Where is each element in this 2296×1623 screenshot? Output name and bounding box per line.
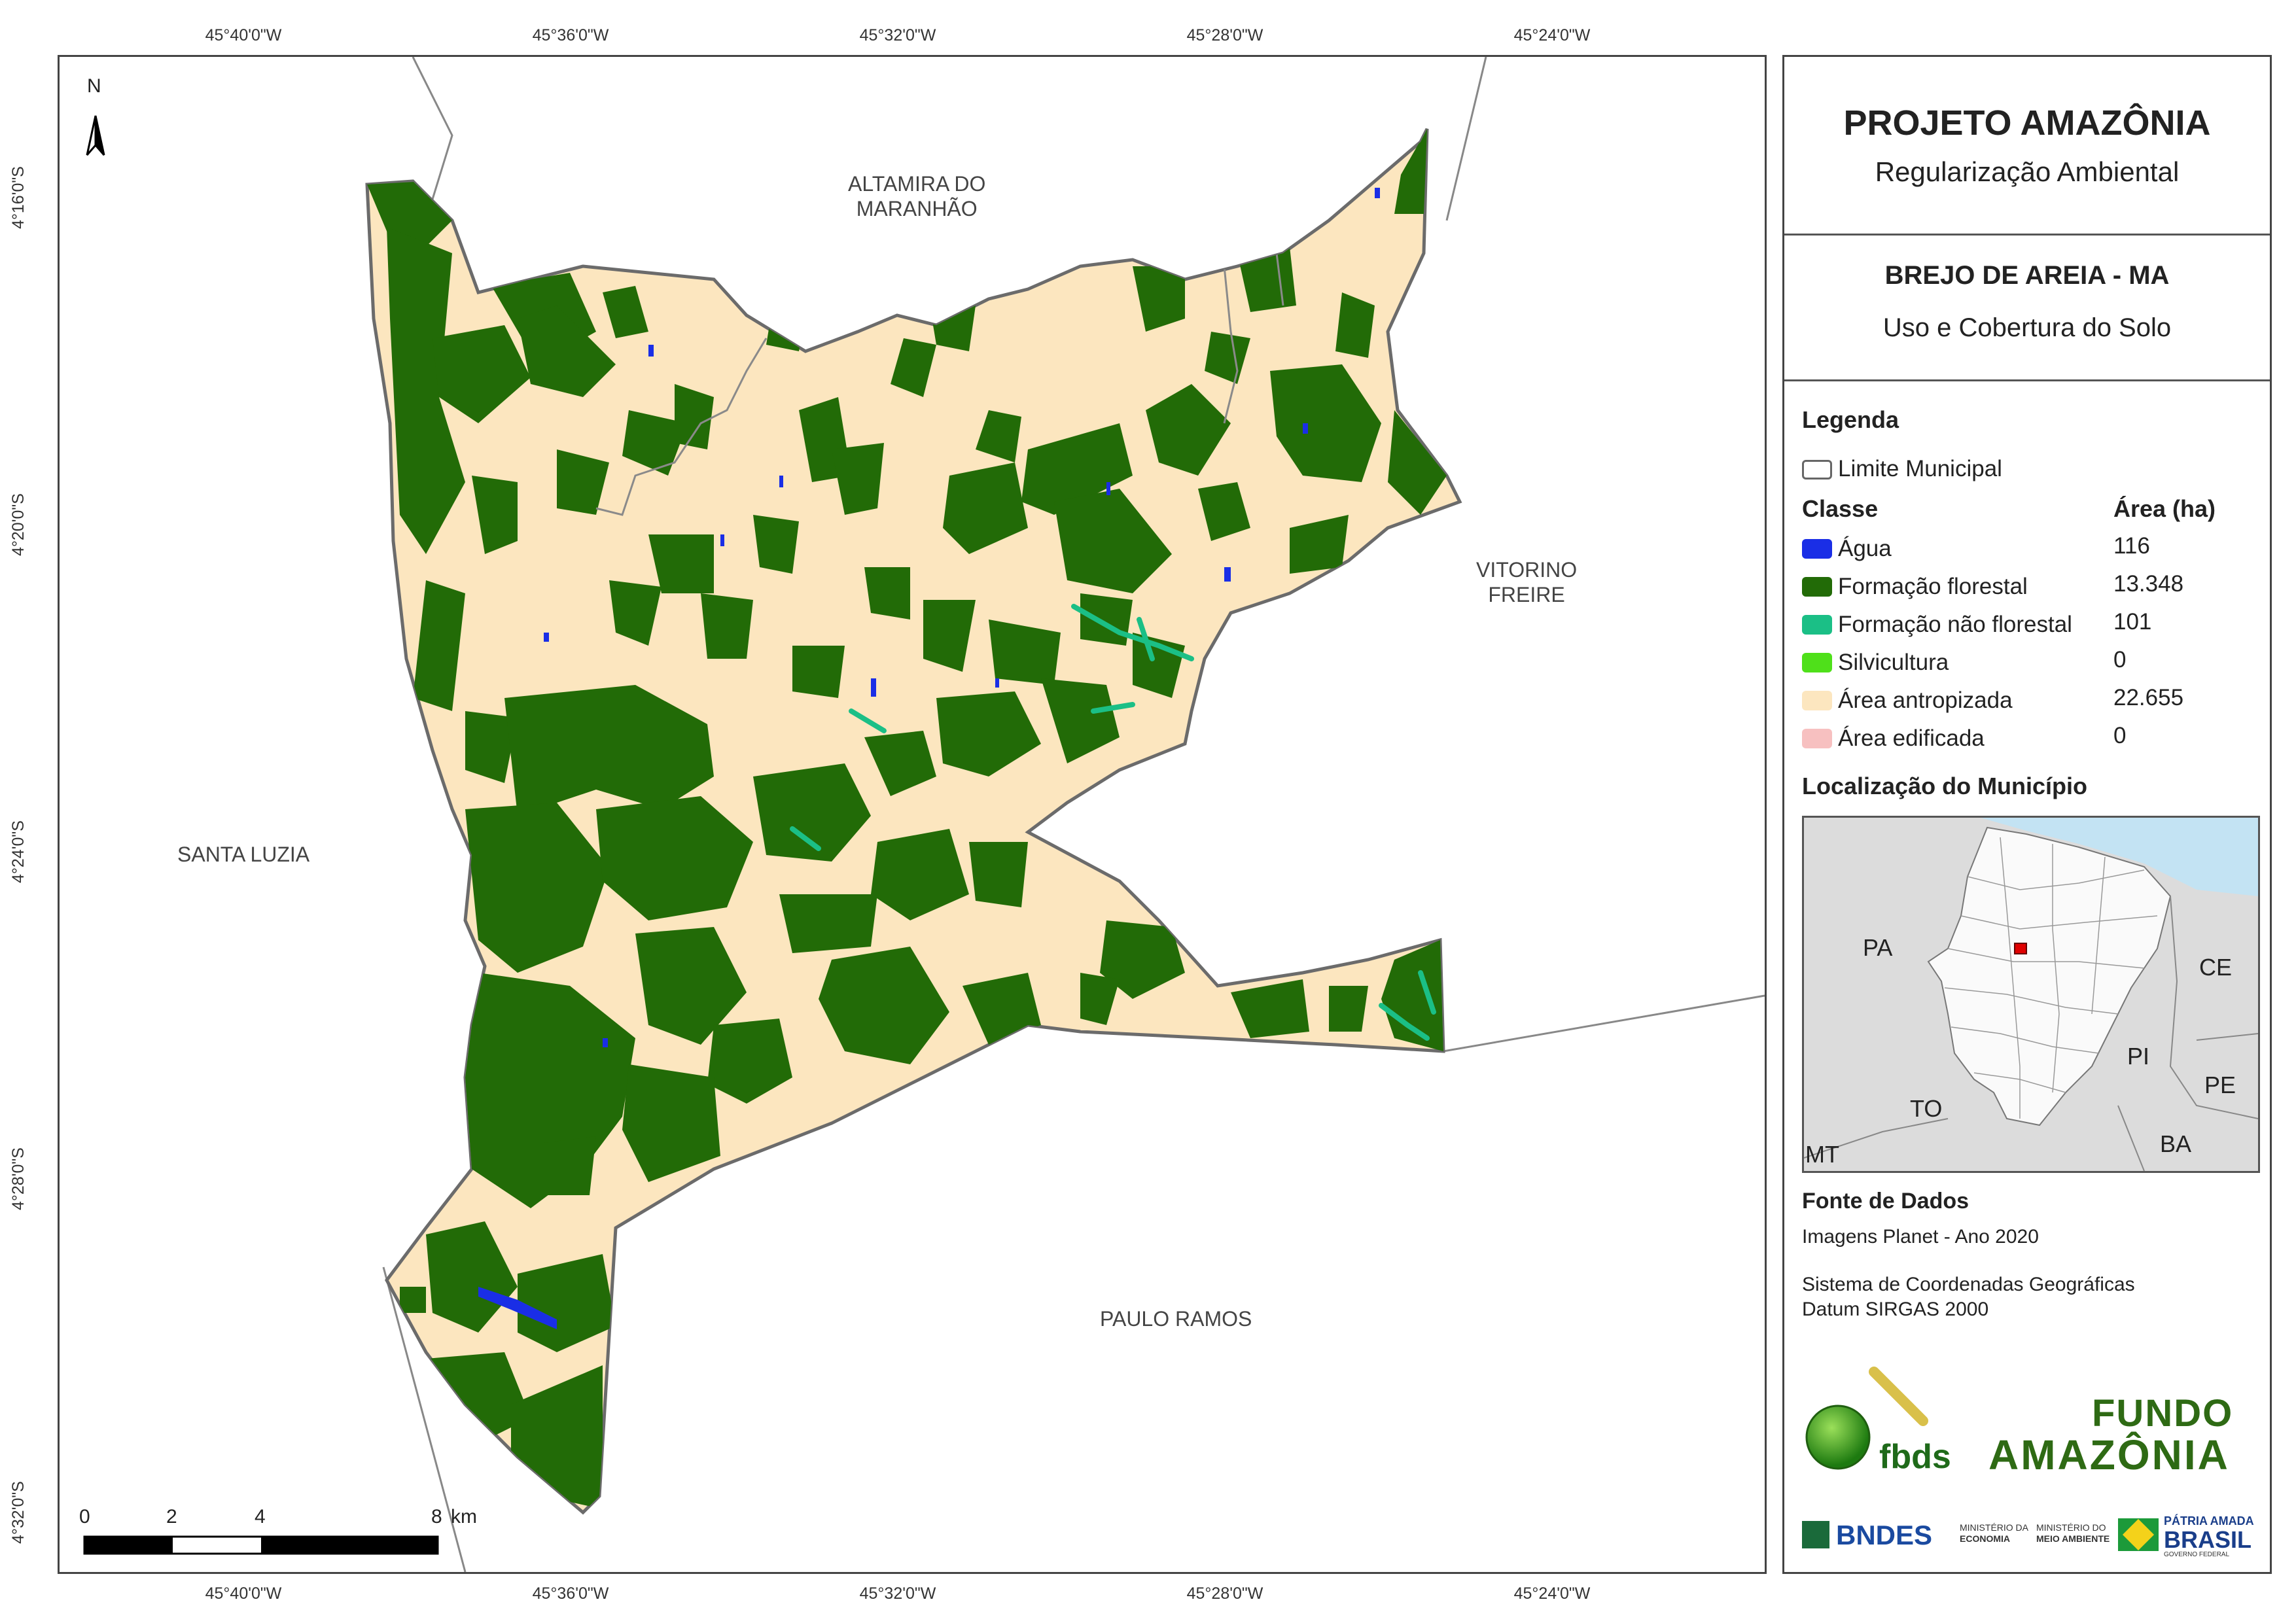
inset-label-mt: MT	[1805, 1141, 1839, 1168]
map-theme: Uso e Cobertura do Solo	[1882, 313, 2172, 342]
scale-label-2: 2	[166, 1506, 177, 1527]
bndes-text: BNDES	[1836, 1520, 1933, 1550]
source-imagery: Imagens Planet - Ano 2020	[1802, 1226, 2039, 1248]
lon-label-bottom-4: 45°28'0"W	[1186, 1584, 1263, 1603]
ministerio-meio-ambiente: MINISTÉRIO DO MEIO AMBIENTE	[2036, 1522, 2110, 1544]
scale-label-8: 8	[431, 1506, 442, 1527]
swatch-area-antropizada	[1802, 691, 1832, 710]
class-area-area-antropizada: 22.655	[2113, 685, 2184, 710]
neighbor-santa-luzia: SANTA LUZIA	[177, 843, 310, 866]
limit-label: Limite Municipal	[1838, 456, 2002, 481]
project-subtitle: Regularização Ambiental	[1875, 156, 2180, 187]
class-area-area-edificada: 0	[2113, 723, 2127, 748]
source-datum: Datum SIRGAS 2000	[1802, 1299, 1989, 1320]
ministerio-economia-line2: ECONOMIA	[1960, 1533, 2010, 1544]
sources-title: Fonte de Dados	[1802, 1189, 1969, 1213]
inset-label-pe: PE	[2204, 1072, 2236, 1098]
legend-panel: PROJETO AMAZÔNIA Regularização Ambiental…	[1782, 55, 2272, 1574]
bndes-logo: BNDES	[1802, 1517, 1946, 1552]
lon-label-top-5: 45°24'0"W	[1513, 26, 1591, 44]
fbds-logo: fbds	[1802, 1365, 1959, 1476]
inset-label-pa: PA	[1863, 934, 1893, 961]
patria-line1: PÁTRIA AMADA	[2164, 1514, 2254, 1527]
lon-label-top-1: 45°40'0"W	[205, 26, 282, 44]
inset-label-ce: CE	[2199, 954, 2233, 981]
inset-label-to: TO	[1910, 1095, 1943, 1122]
scale-label-0: 0	[79, 1506, 90, 1527]
patria-line3: GOVERNO FEDERAL	[2164, 1551, 2230, 1558]
neighbor-vitorino: VITORINO FREIRE	[1476, 558, 1578, 606]
limit-swatch	[1802, 460, 1832, 480]
class-label-area-edificada: Área edificada	[1838, 725, 1985, 751]
ministerio-economia: MINISTÉRIO DA ECONOMIA	[1960, 1522, 2028, 1544]
lon-label-bottom-5: 45°24'0"W	[1513, 1584, 1591, 1603]
swatch-area-edificada	[1802, 729, 1832, 748]
scale-unit: km	[451, 1506, 477, 1527]
fundo-amazonia-logo-line2: AMAZÔNIA	[1988, 1431, 2230, 1478]
patria-line2: BRASIL	[2164, 1526, 2252, 1553]
lon-label-bottom-2: 45°36'0"W	[532, 1584, 609, 1603]
swatch-formacao-florestal	[1802, 577, 1832, 597]
lon-label-top-4: 45°28'0"W	[1186, 26, 1263, 44]
location-title: Localização do Município	[1802, 773, 2088, 799]
inset-label-pi: PI	[2127, 1043, 2150, 1070]
neighbor-paulo-ramos: PAULO RAMOS	[1100, 1307, 1252, 1331]
class-area-silvicultura: 0	[2113, 647, 2127, 672]
swatch-silvicultura	[1802, 653, 1832, 672]
scale-label-4: 4	[255, 1506, 266, 1527]
lat-label-left-3: 4°24'0"S	[9, 820, 27, 883]
lon-label-bottom-1: 45°40'0"W	[205, 1584, 282, 1603]
brazil-flag-icon	[2118, 1518, 2159, 1551]
fundo-amazonia-logo-line1: FUNDO	[2092, 1392, 2234, 1435]
lon-label-top-3: 45°32'0"W	[859, 26, 936, 44]
class-area-agua: 116	[2113, 533, 2150, 559]
class-label-agua: Água	[1838, 536, 1892, 561]
class-label-formacao-nao-florestal: Formação não florestal	[1838, 612, 2072, 637]
lat-label-left-5: 4°32'0"S	[9, 1481, 27, 1544]
lat-label-left-1: 4°16'0"S	[9, 166, 27, 229]
source-crs: Sistema de Coordenadas Geográficas	[1802, 1274, 2135, 1295]
map-canvas	[83, 57, 1765, 1572]
neighbor-altamira: ALTAMIRA DO MARANHÃO	[848, 172, 986, 220]
lon-label-top-2: 45°36'0"W	[532, 26, 609, 44]
class-area-formacao-florestal: 13.348	[2113, 571, 2184, 597]
location-inset-map: PA CE PI TO PE BA MT	[1802, 816, 2260, 1173]
lon-label-bottom-3: 45°32'0"W	[859, 1584, 936, 1603]
legend-title: Legenda	[1802, 406, 1899, 433]
swatch-agua	[1802, 539, 1832, 559]
ministerio-meio-ambiente-line2: MEIO AMBIENTE	[2036, 1533, 2110, 1544]
class-area-formacao-nao-florestal: 101	[2113, 609, 2152, 635]
class-label-silvicultura: Silvicultura	[1838, 650, 1949, 675]
municipality-title: BREJO DE AREIA - MA	[1884, 261, 2170, 290]
north-arrow-icon	[86, 115, 105, 156]
map-frame: N ALTAMIRA DO MARANHÃO VITORINO FREIRE S…	[58, 55, 1767, 1574]
lat-label-left-4: 4°28'0"S	[9, 1147, 27, 1210]
inset-label-ba: BA	[2160, 1130, 2192, 1157]
bndes-mark-icon	[1802, 1521, 1829, 1548]
class-header: Classe	[1802, 495, 1879, 522]
land-cover-layer	[367, 129, 1447, 1509]
area-header: Área (ha)	[2113, 495, 2216, 522]
ministerio-meio-ambiente-line1: MINISTÉRIO DO	[2036, 1522, 2106, 1533]
north-label: N	[87, 75, 101, 97]
scale-bar	[83, 1535, 439, 1555]
class-label-area-antropizada: Área antropizada	[1838, 688, 2013, 713]
ministerio-economia-line1: MINISTÉRIO DA	[1960, 1522, 2029, 1533]
fbds-text: fbds	[1879, 1438, 1951, 1476]
project-title: PROJETO AMAZÔNIA	[1843, 103, 2211, 143]
patria-amada-logo: PÁTRIA AMADA BRASIL GOVERNO FEDERAL	[2118, 1513, 2266, 1559]
lat-label-left-2: 4°20'0"S	[9, 493, 27, 556]
class-label-formacao-florestal: Formação florestal	[1838, 574, 2028, 599]
swatch-formacao-nao-florestal	[1802, 615, 1832, 635]
